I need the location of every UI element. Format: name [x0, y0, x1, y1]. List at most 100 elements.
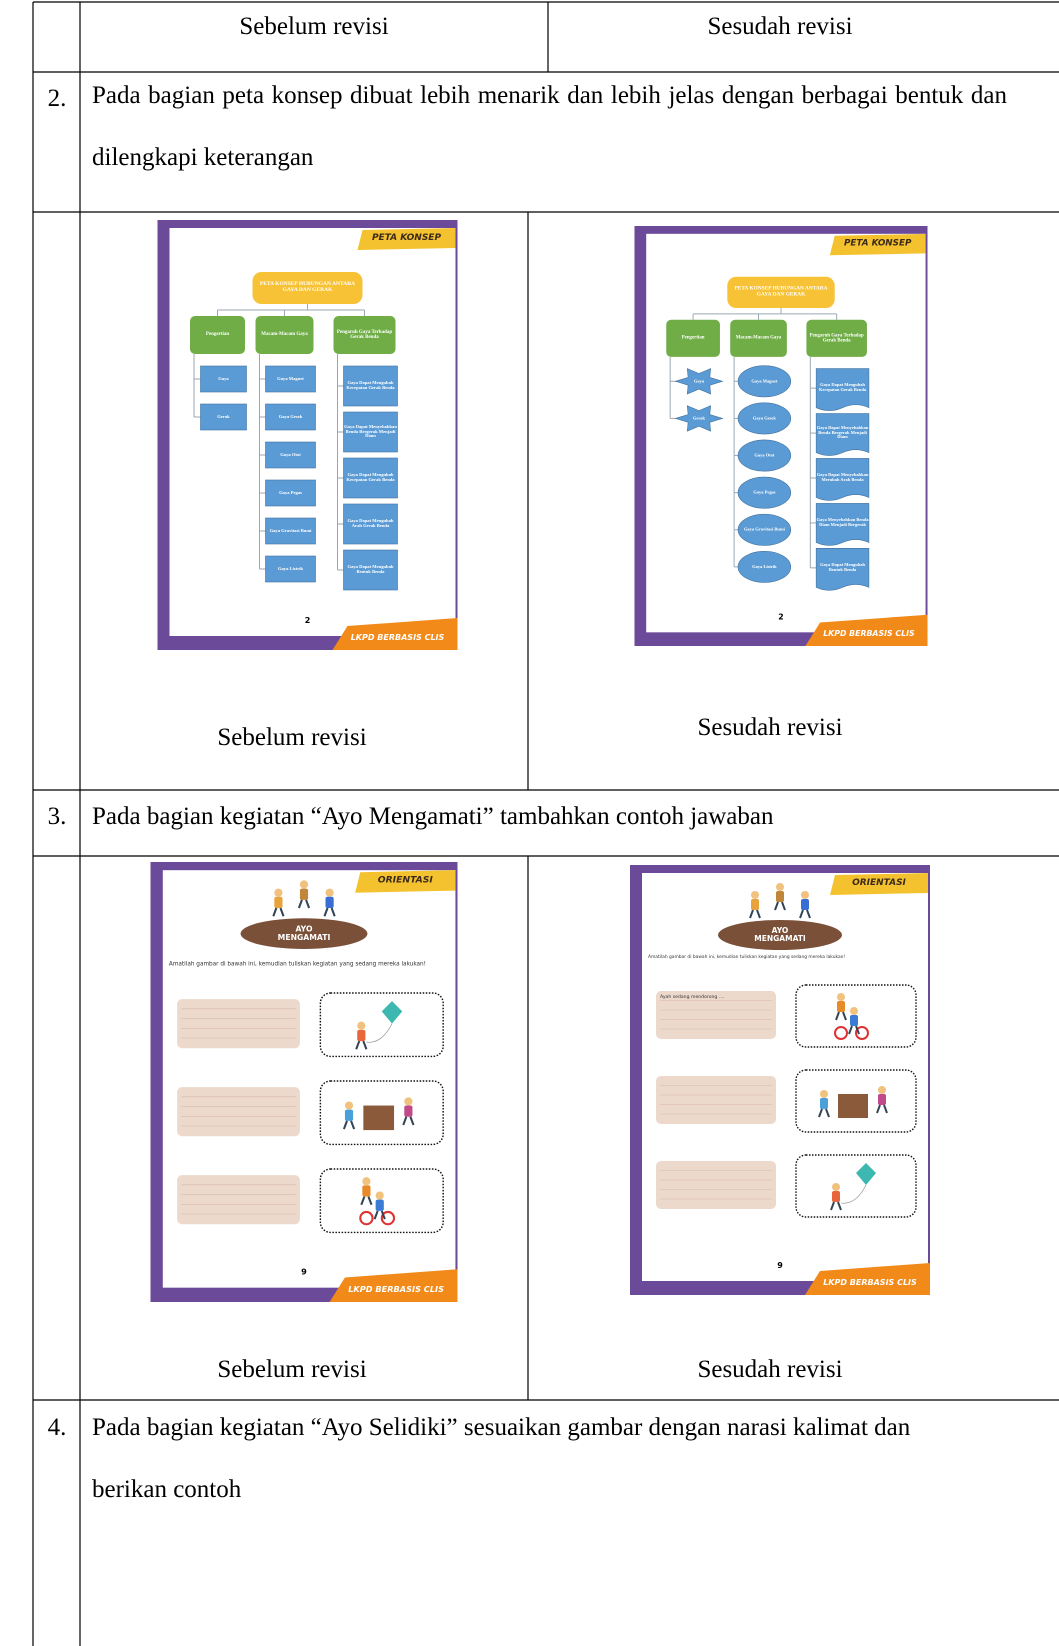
- figure-body: [878, 1094, 886, 1105]
- label-box: Amatilah gambar di bawah ini, kemudian t…: [169, 961, 426, 967]
- figure-body: [850, 1015, 858, 1026]
- figure-legs: [876, 1104, 888, 1114]
- label-box: Gaya Otot: [280, 452, 301, 457]
- box: [363, 1105, 395, 1131]
- label: LKPD BERBASIS CLIS: [348, 1284, 444, 1294]
- answer-box: [177, 999, 300, 1049]
- label-box: PETA KONSEP HUBUNGAN ANTARA GAYA DAN GER…: [734, 285, 828, 298]
- figure-head: [274, 888, 283, 897]
- figure-head: [776, 883, 784, 891]
- label-box: LKPD BERBASIS CLIS: [351, 633, 445, 641]
- label-box: Gaya Dapat Mengubah Bentuk Benda: [347, 564, 394, 574]
- caption: Sesudah revisi: [697, 1356, 843, 1383]
- figure-head: [375, 1191, 384, 1200]
- label: Gaya Pegas: [279, 489, 302, 495]
- figure-legs: [402, 1116, 415, 1126]
- label-box: Gaya Dapat Mengubah Bentuk Benda: [820, 562, 865, 571]
- label: 2: [304, 615, 311, 625]
- figure-legs: [355, 1040, 368, 1050]
- figure-legs: [799, 909, 811, 919]
- badge: [357, 228, 456, 250]
- label-box: Gaya Otot: [754, 452, 775, 458]
- row-text: Pada bagian kegiatan “Ayo Mengamati” tam…: [92, 803, 774, 830]
- item-node: [674, 405, 724, 432]
- box: [838, 1094, 868, 1118]
- kite-string: [840, 1184, 867, 1204]
- label-box: LKPD BERBASIS CLIS: [348, 1284, 444, 1294]
- figure-legs: [297, 899, 311, 909]
- label: Gaya Pegas: [753, 489, 776, 495]
- label: PETA KONSEP HUBUNGAN ANTARA GAYA DAN GER…: [734, 285, 828, 298]
- item-node: [815, 503, 870, 546]
- label-box: Gaya Dapat Mengubah Kecepatan Gerak Bend…: [346, 472, 395, 482]
- label-box: Gaya Magnet: [751, 378, 777, 383]
- footer-band: [332, 618, 458, 650]
- label: Gerak: [692, 415, 706, 420]
- heading-blob: [240, 918, 368, 949]
- figure-legs: [818, 1108, 830, 1118]
- label: Gaya Menyebabkan Benda Diam Menjadi Berg…: [816, 517, 869, 527]
- title-node: [252, 272, 363, 304]
- label: Gaya Dapat Mengubah Kecepatan Gerak Bend…: [346, 472, 395, 482]
- item-node: [815, 548, 870, 591]
- label: PETA KONSEP: [843, 238, 912, 249]
- label: Gaya Otot: [754, 452, 775, 458]
- badge: [829, 233, 926, 256]
- figure-legs: [749, 909, 761, 919]
- figure-body: [820, 1098, 828, 1109]
- figure-legs: [830, 1201, 842, 1211]
- item-node: [265, 517, 316, 545]
- footer-band: [329, 1269, 458, 1302]
- label-box: Macam-Macam Gaya: [736, 336, 781, 341]
- figure-head: [404, 1097, 413, 1106]
- label-box: LKPD BERBASIS CLIS: [823, 629, 914, 637]
- item-node: [343, 549, 398, 591]
- figure-body: [832, 1191, 840, 1202]
- worksheet-before: ORIENTASI LKPD BERBASIS CLIS 9 AYO MENGAMAT…: [150, 862, 458, 1302]
- label: Gaya Dapat Menyebabkan Benda Bergerak Me…: [344, 423, 397, 439]
- header-cell: Sebelum revisi: [239, 13, 389, 40]
- kite: [381, 1001, 403, 1024]
- wheel: [380, 1210, 396, 1226]
- label: ORIENTASI: [377, 875, 433, 886]
- badge: [355, 870, 456, 893]
- label-box: Macam-Macam Gaya: [261, 332, 308, 337]
- figure-body: [404, 1105, 413, 1117]
- label-box: PETA KONSEP: [843, 238, 912, 249]
- label: Gaya Dapat Mengubah Bentuk Benda: [347, 564, 394, 574]
- label-box: Gaya Gesek: [279, 414, 303, 419]
- label: Pengertian: [681, 335, 705, 341]
- figure-head: [751, 891, 759, 899]
- figure-legs: [323, 907, 336, 917]
- label-box: Gaya Pegas: [279, 489, 302, 495]
- figure-head: [325, 888, 334, 897]
- item-node: [200, 365, 247, 393]
- item-node: [815, 413, 870, 456]
- label-box: 9: [777, 1261, 783, 1269]
- item-node: [265, 441, 316, 469]
- figure-head: [850, 1007, 858, 1015]
- label-box: Gaya: [694, 378, 704, 383]
- picture-frame: [795, 1154, 917, 1218]
- concept-map-after: PETA KONSEP LKPD BERBASIS CLIS 2 PETA KONSE…: [634, 226, 928, 646]
- label-box: Pengertian: [681, 335, 705, 341]
- label-box: Gaya Dapat Menyebabkan Merubah Arah Bend…: [817, 472, 869, 481]
- item-node: [200, 403, 247, 431]
- item-node: [815, 368, 870, 411]
- item-node: [265, 555, 316, 583]
- figure-head: [362, 1177, 371, 1186]
- category-node: [730, 319, 787, 357]
- figure-head: [801, 891, 809, 899]
- label-box: 2: [304, 615, 311, 625]
- label: AYO MENGAMATI: [754, 926, 806, 943]
- label: Gaya Gravitasi Bumi: [269, 527, 312, 533]
- figure-body: [344, 1109, 354, 1121]
- item-node: [343, 411, 398, 453]
- category-node: [806, 319, 867, 357]
- label-box: Gaya Listrik: [278, 566, 303, 571]
- figure-legs: [848, 1025, 860, 1035]
- label-box: Gaya Gesek: [753, 415, 776, 420]
- item-node: [815, 458, 870, 501]
- answer-box: [656, 1161, 776, 1209]
